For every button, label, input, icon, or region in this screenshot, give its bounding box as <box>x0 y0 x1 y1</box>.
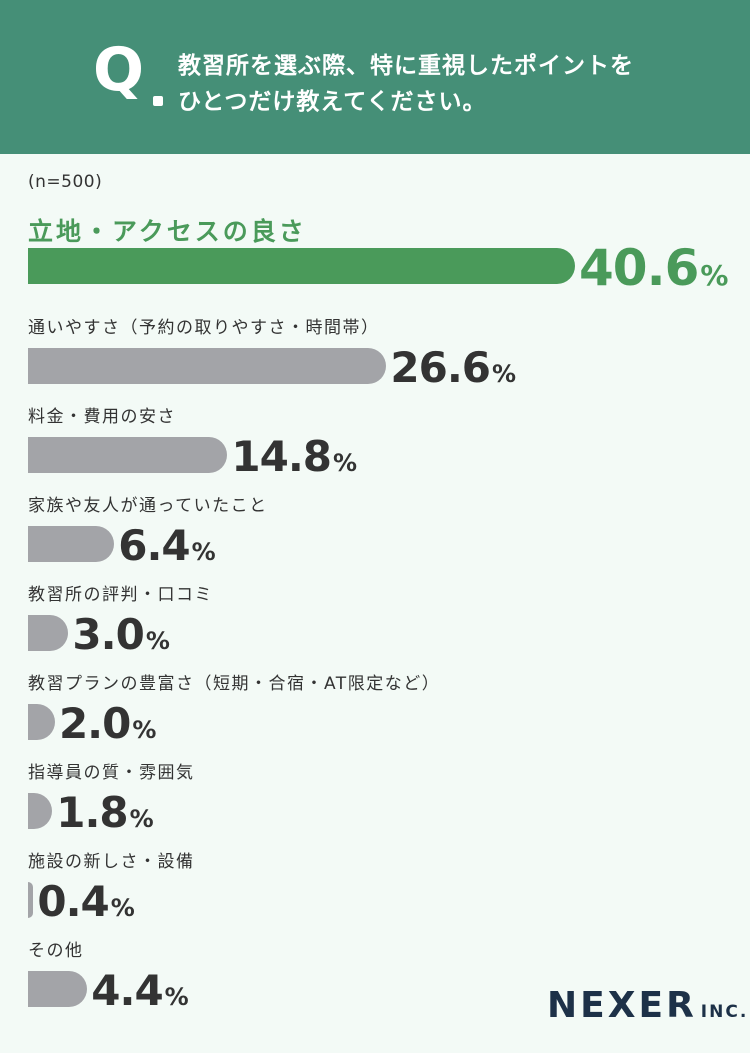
question-line-2: ひとつだけ教えてください。 <box>178 89 487 115</box>
bar <box>28 704 55 740</box>
value-label: 0.4% <box>37 877 134 926</box>
value-number: 0.4 <box>37 877 109 926</box>
value-unit: % <box>191 538 216 566</box>
logo-sub: INC. <box>700 1002 749 1022</box>
value-unit: % <box>333 449 358 477</box>
value-label: 4.4% <box>91 966 188 1015</box>
question-line-1: 教習所を選ぶ際、特に重視したポイントを <box>178 53 634 79</box>
question-mark-dot <box>153 96 163 106</box>
bar <box>28 348 387 384</box>
bar <box>28 882 34 918</box>
category-label: その他 <box>28 941 84 961</box>
value-unit: % <box>129 805 154 833</box>
value-number: 40.6 <box>579 239 699 297</box>
category-label: 家族や友人が通っていたこと <box>28 496 268 516</box>
question-header: Q 教習所を選ぶ際、特に重視したポイントを ひとつだけ教えてください。 <box>0 0 750 154</box>
bar <box>28 248 575 284</box>
value-number: 26.6 <box>390 343 491 392</box>
bar <box>28 971 88 1007</box>
sample-size: (n=500) <box>28 172 103 192</box>
value-label: 3.0% <box>72 610 169 659</box>
value-unit: % <box>145 627 170 655</box>
value-label: 14.8% <box>231 432 357 481</box>
nexer-logo: NEXER INC. <box>547 985 748 1026</box>
category-label: 教習プランの豊富さ（短期・合宿・AT限定など） <box>28 674 441 694</box>
value-unit: % <box>700 259 729 292</box>
category-label: 通いやすさ（予約の取りやすさ・時間帯） <box>28 318 380 338</box>
value-number: 3.0 <box>72 610 144 659</box>
value-label: 2.0% <box>59 699 156 748</box>
value-number: 6.4 <box>118 521 190 570</box>
category-label: 料金・費用の安さ <box>28 407 176 427</box>
value-label: 40.6% <box>579 239 728 297</box>
value-number: 1.8 <box>56 788 128 837</box>
bar <box>28 437 228 473</box>
value-number: 4.4 <box>91 966 163 1015</box>
bar <box>28 526 115 562</box>
category-label: 立地・アクセスの良さ <box>28 217 307 246</box>
value-label: 6.4% <box>118 521 215 570</box>
question-mark: Q <box>93 35 145 105</box>
category-label: 施設の新しさ・設備 <box>28 852 195 872</box>
category-label: 教習所の評判・口コミ <box>28 585 213 605</box>
value-label: 26.6% <box>390 343 516 392</box>
bar <box>28 615 69 651</box>
category-label: 指導員の質・雰囲気 <box>28 763 195 783</box>
value-number: 14.8 <box>231 432 332 481</box>
value-unit: % <box>110 894 135 922</box>
question-text: 教習所を選ぶ際、特に重視したポイントを ひとつだけ教えてください。 <box>178 48 718 120</box>
value-unit: % <box>164 983 189 1011</box>
value-label: 1.8% <box>56 788 153 837</box>
logo-main: NEXER <box>547 985 697 1026</box>
value-unit: % <box>492 360 517 388</box>
bar <box>28 793 53 829</box>
value-unit: % <box>132 716 157 744</box>
value-number: 2.0 <box>58 699 131 748</box>
